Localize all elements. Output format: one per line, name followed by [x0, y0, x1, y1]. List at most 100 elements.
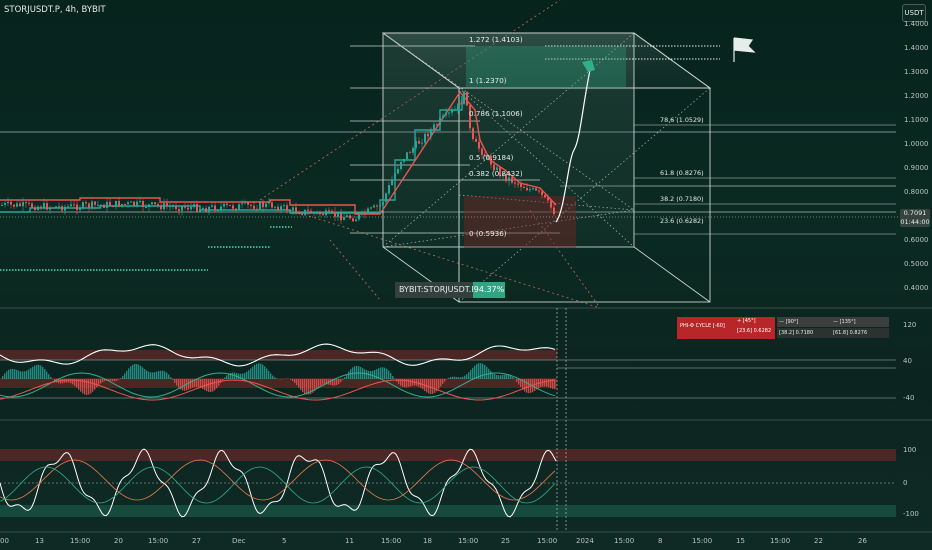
- osc-histogram-bar: [60, 379, 62, 384]
- osc-histogram-bar: [2, 376, 4, 379]
- candle-body: [127, 202, 129, 205]
- time-tick: Dec: [232, 537, 246, 545]
- osc-histogram-bar: [450, 377, 452, 379]
- time-tick: 20: [114, 537, 123, 545]
- osc-histogram-bar: [134, 364, 136, 379]
- candle-body: [100, 204, 102, 206]
- candle-body: [145, 206, 147, 208]
- fib-label: 0 (0.5936): [469, 229, 507, 238]
- osc-histogram-bar: [66, 379, 68, 383]
- candle-body: [1, 204, 3, 206]
- time-tick: 18: [423, 537, 432, 545]
- candle-body: [7, 201, 9, 204]
- candle-body: [484, 154, 486, 157]
- osc-histogram-bar: [342, 379, 344, 380]
- time-tick: 2024: [576, 537, 594, 545]
- candle-body: [550, 200, 552, 208]
- candle-body: [208, 206, 210, 212]
- fib-label: 0.382 (0.8432): [469, 169, 523, 178]
- osc-histogram-bar: [36, 364, 38, 379]
- candle-body: [229, 204, 231, 206]
- osc-histogram-bar: [142, 367, 144, 379]
- candle-body: [343, 217, 345, 221]
- osc-histogram-bar: [452, 376, 454, 379]
- osc-histogram-bar: [222, 379, 224, 381]
- candle-body: [160, 205, 162, 210]
- currency-button[interactable]: USDT: [902, 4, 926, 22]
- candle-body: [304, 209, 306, 215]
- osc-histogram-bar: [308, 379, 310, 395]
- osc-histogram-bar: [380, 367, 382, 379]
- candle-body: [472, 128, 474, 139]
- candle-body: [442, 115, 444, 118]
- osc-histogram-bar: [336, 379, 338, 385]
- fib-right-label: 61.8 (0.8276): [660, 169, 704, 177]
- candle-body: [535, 188, 537, 191]
- candle-body: [436, 124, 438, 126]
- candle-body: [427, 133, 429, 137]
- candle-body: [241, 203, 243, 205]
- osc-histogram-bar: [548, 379, 550, 388]
- candle-body: [283, 205, 285, 207]
- candle-body: [463, 91, 465, 104]
- osc-histogram-bar: [30, 368, 32, 379]
- osc-histogram-bar: [90, 379, 92, 394]
- osc-histogram-bar: [238, 373, 240, 379]
- osc-histogram-bar: [140, 365, 142, 379]
- candle-body: [355, 219, 357, 222]
- osc-histogram-bar: [226, 375, 228, 379]
- osc-histogram-bar: [390, 373, 392, 379]
- time-tick: 15:00: [770, 537, 791, 545]
- osc-histogram-bar: [410, 379, 412, 387]
- candle-body: [331, 210, 333, 212]
- candle-body: [307, 209, 309, 211]
- osc-histogram-bar: [302, 379, 304, 393]
- candle-body: [106, 201, 108, 209]
- osc-histogram-bar: [120, 378, 122, 379]
- osc-histogram-bar: [544, 379, 546, 387]
- time-tick: 00: [0, 537, 9, 545]
- candle-body: [22, 202, 24, 207]
- osc-histogram-bar: [252, 366, 254, 379]
- osc-histogram-bar: [412, 379, 414, 386]
- osc-histogram-bar: [346, 374, 348, 379]
- osc-histogram-bar: [150, 372, 152, 379]
- candle-body: [187, 207, 189, 210]
- candle-body: [79, 208, 81, 210]
- osc-histogram-bar: [68, 379, 70, 383]
- candle-body: [10, 201, 12, 205]
- osc-histogram-bar: [504, 374, 506, 379]
- osc-histogram-bar: [198, 379, 200, 388]
- osc-histogram-bar: [508, 374, 510, 379]
- candle-body: [508, 177, 510, 182]
- candle-body: [280, 206, 282, 211]
- osc-histogram-bar: [84, 379, 86, 395]
- osc-histogram-bar: [506, 374, 508, 379]
- osc-histogram-bar: [218, 379, 220, 386]
- osc-histogram-bar: [482, 363, 484, 379]
- osc-histogram-bar: [526, 379, 528, 393]
- price-tick: 1.2000: [904, 92, 929, 100]
- osc-histogram-bar: [176, 379, 178, 386]
- candle-body: [553, 207, 555, 214]
- candle-body: [193, 204, 195, 208]
- osc-histogram-bar: [512, 377, 514, 379]
- symbol-title[interactable]: STORJUSDT.P, 4h, BYBIT: [4, 5, 106, 15]
- bar-countdown: 01:44:00: [900, 218, 930, 226]
- osc-histogram-bar: [200, 379, 202, 388]
- osc-histogram-bar: [454, 376, 456, 379]
- candle-body: [163, 203, 165, 210]
- candle-body: [301, 213, 303, 215]
- candle-body: [337, 213, 339, 217]
- candle-body: [511, 177, 513, 183]
- osc-histogram-bar: [18, 370, 20, 379]
- osc-histogram-bar: [318, 379, 320, 388]
- osc-histogram-bar: [246, 371, 248, 379]
- osc-histogram-bar: [4, 373, 6, 379]
- candle-body: [376, 205, 378, 207]
- candle-body: [496, 167, 498, 170]
- osc-histogram-bar: [266, 368, 268, 379]
- osc-histogram-bar: [112, 379, 114, 382]
- osc-histogram-bar: [466, 374, 468, 379]
